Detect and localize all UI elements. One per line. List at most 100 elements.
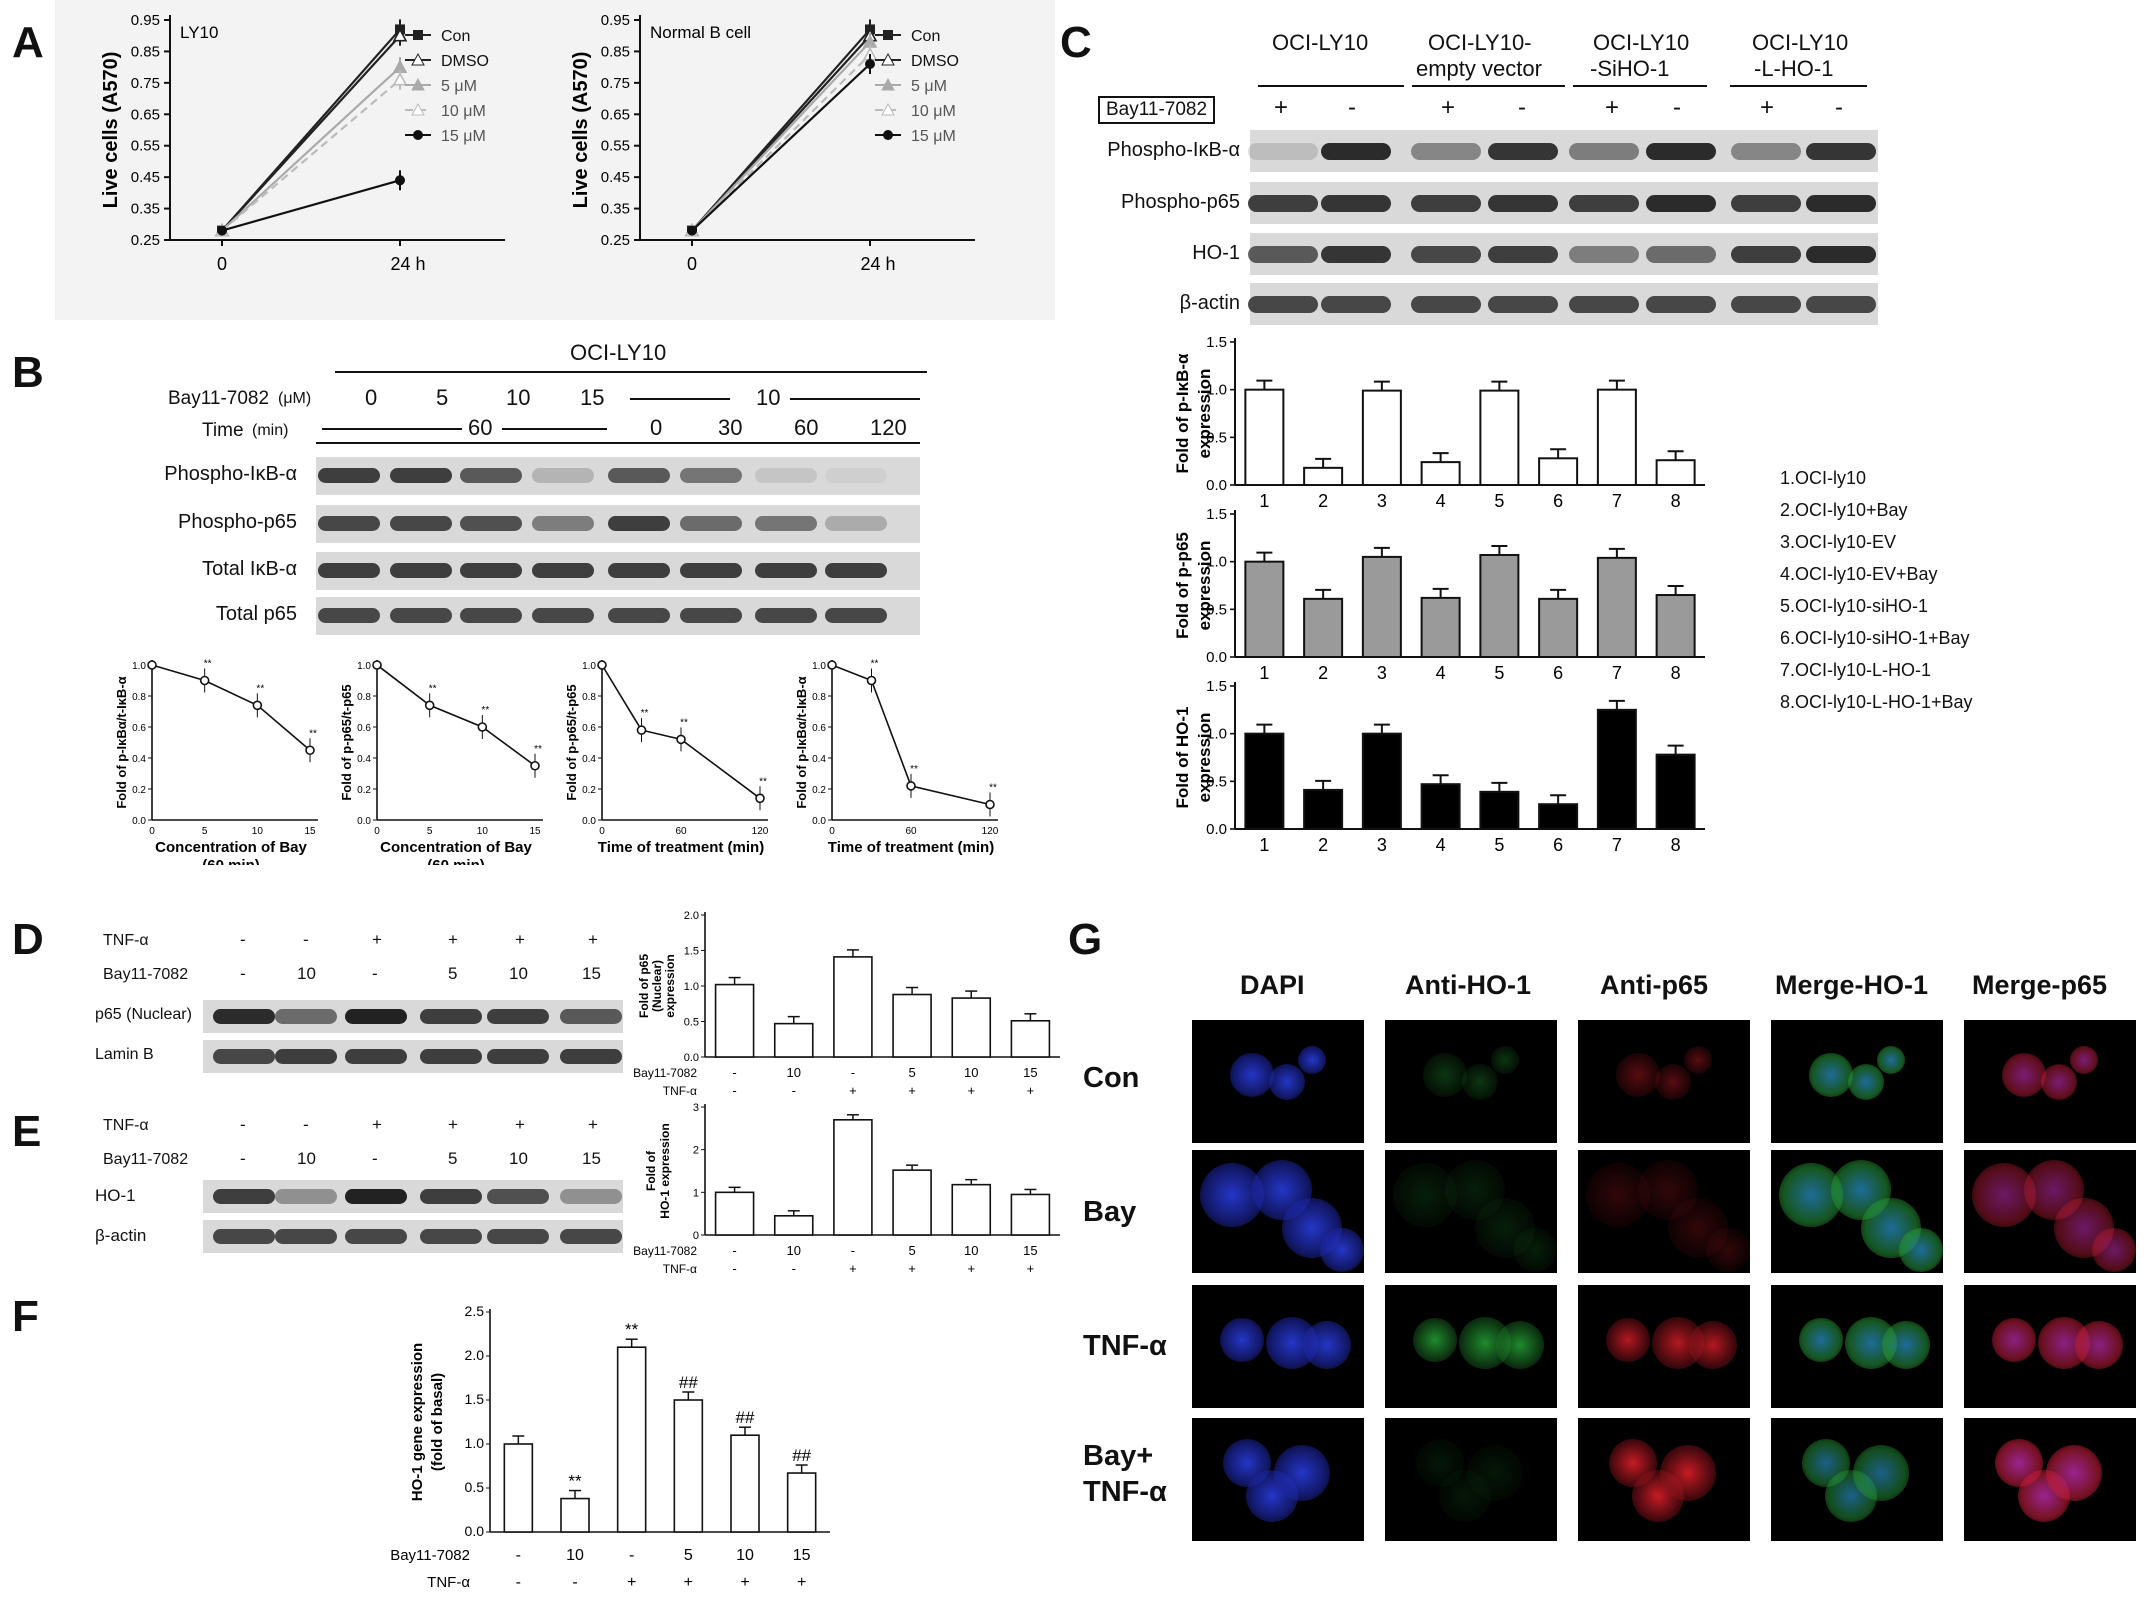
c-blot-band [1488, 195, 1558, 212]
e-bar [892, 1169, 932, 1236]
c-bar-x-tick-label: 4 [1436, 491, 1446, 511]
panel-letter-c: C [1060, 18, 1092, 67]
g-cell-blob [1899, 1228, 1943, 1272]
d-bay-value: 10 [787, 1065, 801, 1080]
e-bay-value: 15 [582, 1149, 601, 1168]
b-blot-row-label: Total IκB-α [202, 558, 297, 580]
f-y-tick-label: 0.0 [465, 1523, 485, 1539]
f-annotation: ** [568, 1472, 582, 1491]
b-time-value: 0 [650, 415, 663, 440]
f-bay-value: 5 [684, 1547, 693, 1564]
a-point [217, 225, 227, 236]
c-blot-band [1411, 246, 1481, 263]
b-lg-y-tick-label: 0.2 [357, 785, 371, 796]
g-micrograph [1964, 1285, 2136, 1408]
b-lg-x-tick-label: 60 [905, 826, 917, 837]
c-bar [1538, 457, 1579, 487]
e-blot-row-label: β-actin [95, 1226, 147, 1245]
e-tnf-sign: + [588, 1115, 598, 1134]
g-micrograph [1964, 1020, 2136, 1143]
b-lg-x-tick-label: 5 [202, 826, 208, 837]
c-bay-sign: + [1274, 94, 1289, 121]
d-tnf-sign: + [1027, 1083, 1035, 1098]
c-bar-x-tick-label: 4 [1436, 663, 1446, 683]
f-tnf-sign: + [797, 1574, 806, 1591]
a-y-tick-label: 0.25 [131, 232, 160, 249]
b-blot-band [390, 468, 452, 483]
e-bay-value: - [372, 1149, 378, 1168]
panel-letter-f: F [12, 1292, 39, 1341]
a-point [687, 225, 697, 236]
panel-a-chart: 0.95 0.85 0.75 0.65 0.55 0.45 0.35 0.25 Live cel… [100, 12, 975, 274]
d-bar [951, 997, 992, 1058]
g-micrograph [1385, 1150, 1557, 1273]
c-blot-band [1488, 246, 1558, 263]
a-series-line [221, 78, 401, 232]
g-row-label-tnf: TNF-α [1083, 1330, 1167, 1362]
a-title: LY10 [180, 23, 218, 42]
d-bar [773, 1022, 814, 1058]
b-lg-point [372, 660, 382, 670]
b-lg-sig: ** [641, 708, 649, 719]
b-lg-x-tick-label: 0 [829, 826, 835, 837]
b-blot-band [608, 468, 670, 483]
panel-letter-d: D [12, 915, 44, 964]
g-micrograph [1385, 1418, 1557, 1541]
b-blot-band [755, 563, 817, 578]
d-blot-band [345, 1009, 407, 1024]
b-time-fixed: 60 [468, 415, 493, 440]
a-y-tick-label: 0.55 [601, 138, 630, 155]
b-conc-value: 15 [580, 385, 605, 410]
b-blot-row-label: Total p65 [215, 603, 297, 625]
c-bar [1361, 732, 1402, 830]
g-cell-blob [1689, 1321, 1737, 1369]
d-y-tick-label: 1.5 [684, 946, 699, 958]
c-bay-sign: - [1348, 94, 1356, 121]
g-col-label: Anti-HO-1 [1405, 970, 1531, 1000]
a-y-tick-label: 0.65 [601, 106, 630, 123]
c-bar-x-tick-label: 7 [1612, 835, 1622, 855]
e-tnf-sign: + [967, 1261, 975, 1276]
e-blot-band [345, 1189, 407, 1204]
c-blot-band [1248, 246, 1318, 263]
c-blot-band [1646, 195, 1716, 212]
e-blot-band [213, 1189, 275, 1204]
g-cell-blob [1274, 1445, 1330, 1501]
d-y-label: (Nuclear) [650, 960, 664, 1012]
b-blot-band [460, 468, 522, 483]
b-bay-label: Bay11-7082 [168, 388, 270, 409]
b-lg-line [151, 664, 311, 751]
c-bar [1596, 388, 1637, 487]
f-annotation: ** [625, 1320, 639, 1339]
g-row-label-baytnf-1: Bay+ [1083, 1440, 1154, 1472]
c-blot-band [1569, 246, 1639, 263]
b-lg-point [424, 700, 435, 711]
a-y-tick-label: 0.75 [601, 75, 630, 92]
c-bar-y-tick-label: 0.5 [1206, 601, 1227, 618]
c-bar [1538, 803, 1579, 831]
g-cell-blob [1445, 1160, 1505, 1220]
panel-letter-e: E [12, 1107, 42, 1156]
a-legend-marker [881, 52, 895, 66]
f-bay-value: - [516, 1547, 521, 1564]
c-bar-y-tick-label: 1.0 [1206, 554, 1227, 571]
e-bar [833, 1118, 873, 1236]
f-tnf-sign: + [740, 1574, 749, 1591]
g-row-label-baytnf-2: TNF-α [1083, 1476, 1167, 1508]
c-bar [1479, 389, 1520, 486]
b-blot-band [318, 468, 380, 483]
e-bar [951, 1183, 992, 1236]
c-group-underline [1258, 85, 1404, 87]
c-bar [1655, 459, 1696, 486]
d-tnf-sign: + [588, 930, 598, 949]
c-bar [1596, 708, 1637, 831]
a-x-tick-label: 24 h [390, 254, 425, 274]
b-lg-y-tick-label: 0.8 [582, 692, 596, 703]
b-blot-band [755, 468, 817, 483]
c-bar [1303, 466, 1344, 486]
a-legend-label: Con [911, 28, 940, 45]
f-tnf-sign: - [516, 1574, 521, 1591]
c-bar-x-tick-label: 3 [1377, 663, 1387, 683]
c-bar-y-tick-label: 1.0 [1206, 726, 1227, 743]
